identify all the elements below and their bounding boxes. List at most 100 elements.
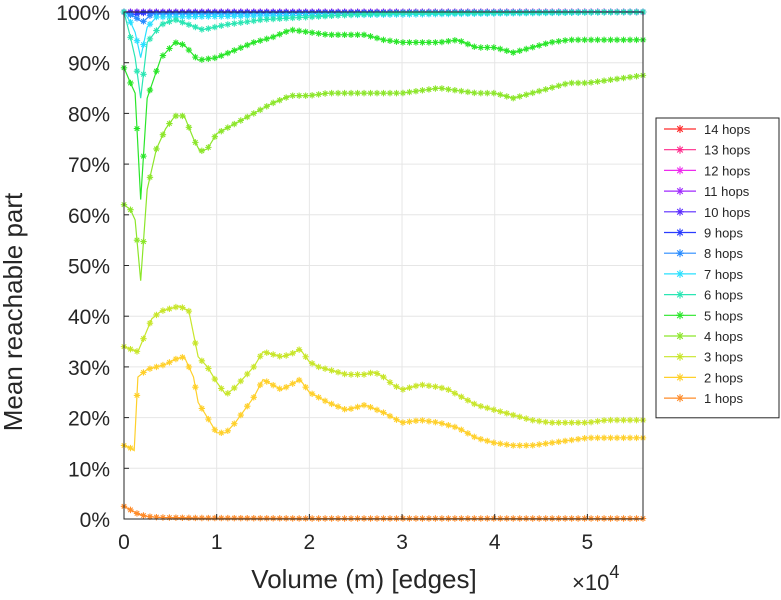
data-marker [360,89,368,97]
data-marker [523,45,530,53]
data-marker [328,12,335,20]
data-marker [179,304,186,311]
data-marker [633,73,640,80]
data-marker [354,89,361,97]
data-marker [211,13,219,20]
data-marker [471,400,478,408]
data-marker [471,433,478,441]
data-marker [192,23,199,31]
data-marker [185,46,193,54]
data-marker [425,86,433,93]
data-marker [419,87,426,94]
data-marker [263,16,270,23]
data-marker [218,13,225,20]
data-marker [321,365,329,372]
data-marker [406,39,413,46]
legend-label: 10 hops [704,205,751,220]
data-marker [179,514,186,521]
data-marker [529,417,536,424]
data-marker [257,16,264,24]
data-marker [289,515,296,522]
data-marker [587,36,595,44]
data-marker [334,369,342,376]
data-marker [341,406,348,413]
data-marker [568,419,575,426]
data-marker [633,434,640,442]
data-marker [276,15,283,22]
data-marker [289,26,296,34]
data-marker [250,17,257,25]
data-marker [626,73,634,81]
data-marker [464,88,472,96]
data-marker [574,515,582,522]
data-marker [308,92,316,99]
data-marker [159,13,167,21]
data-marker [373,515,381,522]
data-marker [633,36,640,44]
data-marker [380,89,387,97]
data-marker [373,89,381,97]
legend-entry: 11 hops [664,184,750,199]
data-marker [146,12,154,19]
data-marker [484,437,491,445]
x-tick-label: 2 [304,531,316,554]
data-marker [458,38,465,45]
x-axis-label: Volume (m) [edges] [251,564,476,594]
data-marker [257,37,264,44]
data-marker [347,515,355,522]
legend-entry: 2 hops [664,370,744,385]
data-marker [295,376,303,384]
x-tick-label: 0 [118,531,130,554]
data-marker [354,11,361,18]
data-marker [347,371,355,378]
data-marker [574,79,582,87]
data-marker [484,89,491,97]
data-marker [676,352,684,361]
data-marker [133,125,141,132]
data-marker [257,515,264,522]
data-marker [244,370,251,378]
data-marker [676,166,684,175]
data-marker [302,92,309,99]
data-marker [354,371,361,378]
data-marker [445,37,452,45]
data-marker [231,47,238,54]
data-marker [276,31,283,38]
data-marker [289,380,296,387]
data-marker [367,404,374,411]
data-marker [192,53,199,61]
data-marker [581,419,588,426]
data-marker [127,206,134,213]
data-marker [523,91,530,98]
data-marker [282,383,290,391]
data-marker [133,37,141,44]
data-marker [185,307,193,315]
data-marker [321,13,329,20]
series-2-hops [120,354,647,452]
data-marker [321,397,329,405]
data-marker [347,89,355,97]
data-marker [419,417,426,424]
legend-label: 2 hops [704,370,744,385]
data-marker [263,378,270,385]
data-marker [497,9,504,16]
data-marker [406,88,413,96]
legend-entry: 6 hops [664,288,744,303]
data-marker [211,23,219,31]
data-marker [276,515,283,522]
data-marker [218,127,225,135]
data-marker [224,390,231,397]
data-marker [146,319,154,327]
data-marker [529,44,536,51]
data-marker [510,94,517,102]
legend-entry: 12 hops [664,163,751,178]
data-marker [594,36,601,44]
data-marker [594,78,601,85]
data-marker [438,384,446,392]
data-marker [548,84,556,91]
data-marker [561,419,569,426]
data-marker [250,110,257,117]
data-marker [205,514,212,522]
data-marker [133,236,141,244]
data-marker [386,10,394,17]
